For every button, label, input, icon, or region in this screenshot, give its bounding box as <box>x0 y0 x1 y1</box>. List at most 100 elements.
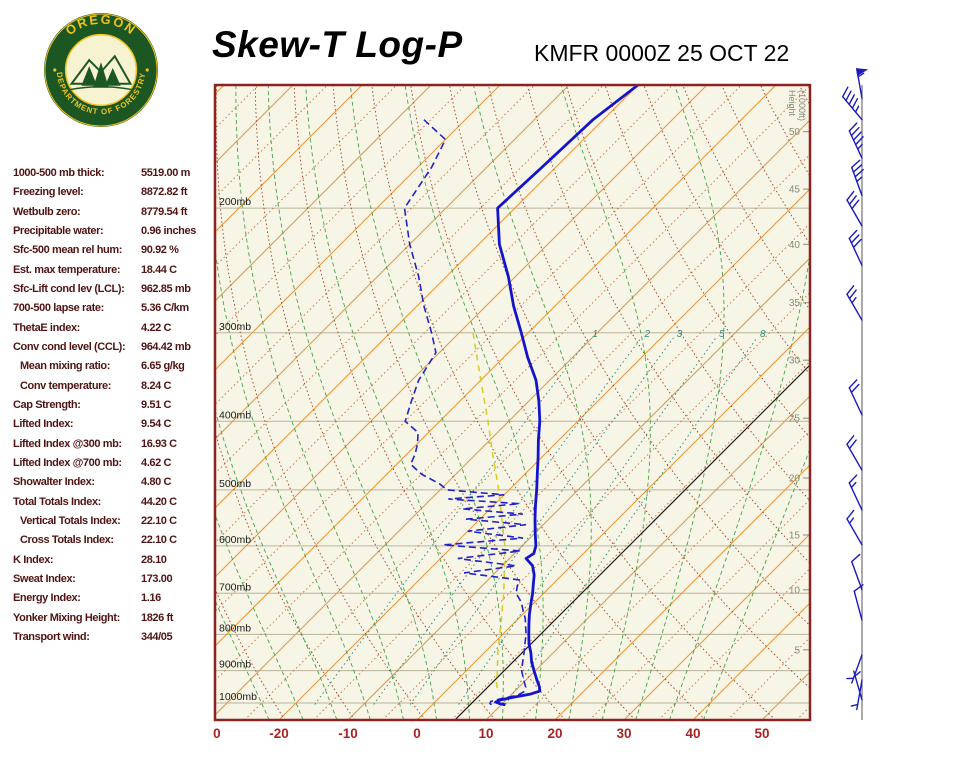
stat-row: Conv cond level (CCL): 964.42 mb <box>13 341 218 360</box>
wind-barb <box>855 68 869 100</box>
stat-row: K Index: 28.10 <box>13 554 218 573</box>
height-label: 10 <box>789 585 801 596</box>
dry-adiabat <box>89 85 214 720</box>
stat-value: 22.10 C <box>141 514 177 527</box>
stat-label: Sfc-500 mean rel hum: <box>13 244 122 257</box>
moist-adiabat <box>216 515 304 719</box>
stat-label: Lifted Index @300 mb: <box>13 437 122 450</box>
isotherm-minor-line <box>216 86 742 612</box>
stat-label: Sweat Index: <box>13 572 76 585</box>
stat-value: 16.93 C <box>141 437 177 450</box>
dry-adiabat <box>216 86 425 719</box>
stat-row: Lifted Index @700 mb: 4.62 C <box>13 457 218 476</box>
moist-adiabat <box>305 86 470 719</box>
isotherm-line <box>348 258 809 719</box>
stat-value: 9.54 C <box>141 418 172 431</box>
stat-row: Cap Strength: 9.51 C <box>13 399 218 418</box>
isotherm-minor-line <box>216 86 397 267</box>
stat-row: ThetaE index: 4.22 C <box>13 322 218 341</box>
isotherm-line <box>216 86 638 508</box>
dry-adiabat <box>877 85 960 720</box>
stat-row: Est. max temperature: 18.44 C <box>13 264 218 283</box>
stat-label: K Index: <box>13 553 54 566</box>
temp-axis-label: 0 <box>413 726 421 741</box>
stat-value: 962.85 mb <box>141 282 191 295</box>
moist-adiabat <box>404 86 544 719</box>
pressure-label: 400mb <box>219 409 251 421</box>
isotherm-minor-line <box>796 706 809 719</box>
logo-dot-left <box>53 68 57 72</box>
moist-adiabat <box>216 411 338 719</box>
stat-value: 8779.54 ft <box>141 205 188 218</box>
stat-label: Total Totals Index: <box>13 495 101 508</box>
isotherm-minor-line <box>216 86 604 474</box>
stat-label: Cross Totals Index: <box>20 534 114 547</box>
isotherm-line <box>216 86 707 577</box>
stat-value: 9.51 C <box>141 398 172 411</box>
stat-value: 173.00 <box>141 572 173 585</box>
isotherm-line <box>693 603 809 719</box>
stat-label: Conv cond level (CCL): <box>13 340 126 353</box>
stat-label: ThetaE index: <box>13 321 80 334</box>
height-label: 5 <box>794 645 800 656</box>
wind-barb <box>853 584 864 621</box>
stat-label: Lifted Index: <box>13 418 74 431</box>
isotherm-line <box>216 86 362 232</box>
stat-label: Vertical Totals Index: <box>20 514 121 527</box>
moist-adiabat <box>267 86 437 719</box>
stat-row: Wetbulb zero: 8779.54 ft <box>13 206 218 225</box>
isotherm-line <box>216 120 809 715</box>
stat-value: 5.36 C/km <box>141 302 189 315</box>
dry-adiabat <box>488 86 809 626</box>
temp-axis-label: 40 <box>685 726 700 741</box>
mixing-ratio-label: 1 <box>592 329 598 340</box>
height-label: 30 <box>789 356 801 367</box>
stat-label: Freezing level: <box>13 186 84 199</box>
isotherm-minor-line <box>216 86 535 405</box>
dry-adiabat <box>44 85 145 720</box>
stat-row: Freezing level: 8872.82 ft <box>13 186 218 205</box>
stat-value: 22.10 C <box>141 534 177 547</box>
pressure-label: 800mb <box>219 622 251 634</box>
height-label: 45 <box>789 185 801 196</box>
dry-adiabat <box>449 86 809 688</box>
stat-row: Precipitable water: 0.96 inches <box>13 225 218 244</box>
dry-adiabat <box>371 86 705 719</box>
odf-logo: OREGON DEPARTMENT OF FORESTRY <box>43 11 159 128</box>
stat-label: Wetbulb zero: <box>13 205 81 218</box>
height-label: 25 <box>789 414 801 425</box>
dry-adiabat <box>216 433 355 719</box>
temp-axis-label: -20 <box>269 726 289 741</box>
isotherm-minor-line <box>216 86 466 336</box>
stat-label: 700-500 lapse rate: <box>13 302 104 315</box>
dry-adiabat <box>410 86 775 719</box>
dewpoint-trace <box>403 119 527 706</box>
dry-adiabat <box>799 86 809 105</box>
stat-row: Conv temperature: 8.24 C <box>13 380 218 399</box>
height-label: 40 <box>789 240 801 251</box>
height-axis-title: Height <box>787 90 797 117</box>
stat-label: Lifted Index @700 mb: <box>13 456 122 469</box>
wind-barb <box>853 670 863 701</box>
reference-isotherm <box>455 365 809 719</box>
stat-row: Sfc-500 mean rel hum: 90.92 % <box>13 244 218 263</box>
stat-label: Energy Index: <box>13 592 81 605</box>
isotherm-line <box>417 327 809 719</box>
pressure-label: 300mb <box>219 321 251 333</box>
stat-label: Mean mixing ratio: <box>20 360 110 373</box>
stat-row: Lifted Index: 9.54 C <box>13 418 218 437</box>
height-axis-title: (1000ft) <box>797 90 807 121</box>
stat-row: Yonker Mixing Height: 1826 ft <box>13 612 218 631</box>
stat-row: Mean mixing ratio: 6.65 g/kg <box>13 360 218 379</box>
stat-row: Transport wind: 344/05 <box>13 631 218 650</box>
isotherm-line <box>624 534 809 719</box>
mixing-ratio-label: 8 <box>760 329 766 340</box>
stat-row: 1000-500 mb thick: 5519.00 m <box>13 167 218 186</box>
stat-row: Energy Index: 1.16 <box>13 592 218 611</box>
stat-label: Precipitable water: <box>13 224 104 237</box>
stat-value: 5519.00 m <box>141 167 190 179</box>
stat-row: Total Totals Index: 44.20 C <box>13 496 218 515</box>
moist-adiabat <box>350 86 504 719</box>
pressure-label: 200mb <box>219 196 251 208</box>
